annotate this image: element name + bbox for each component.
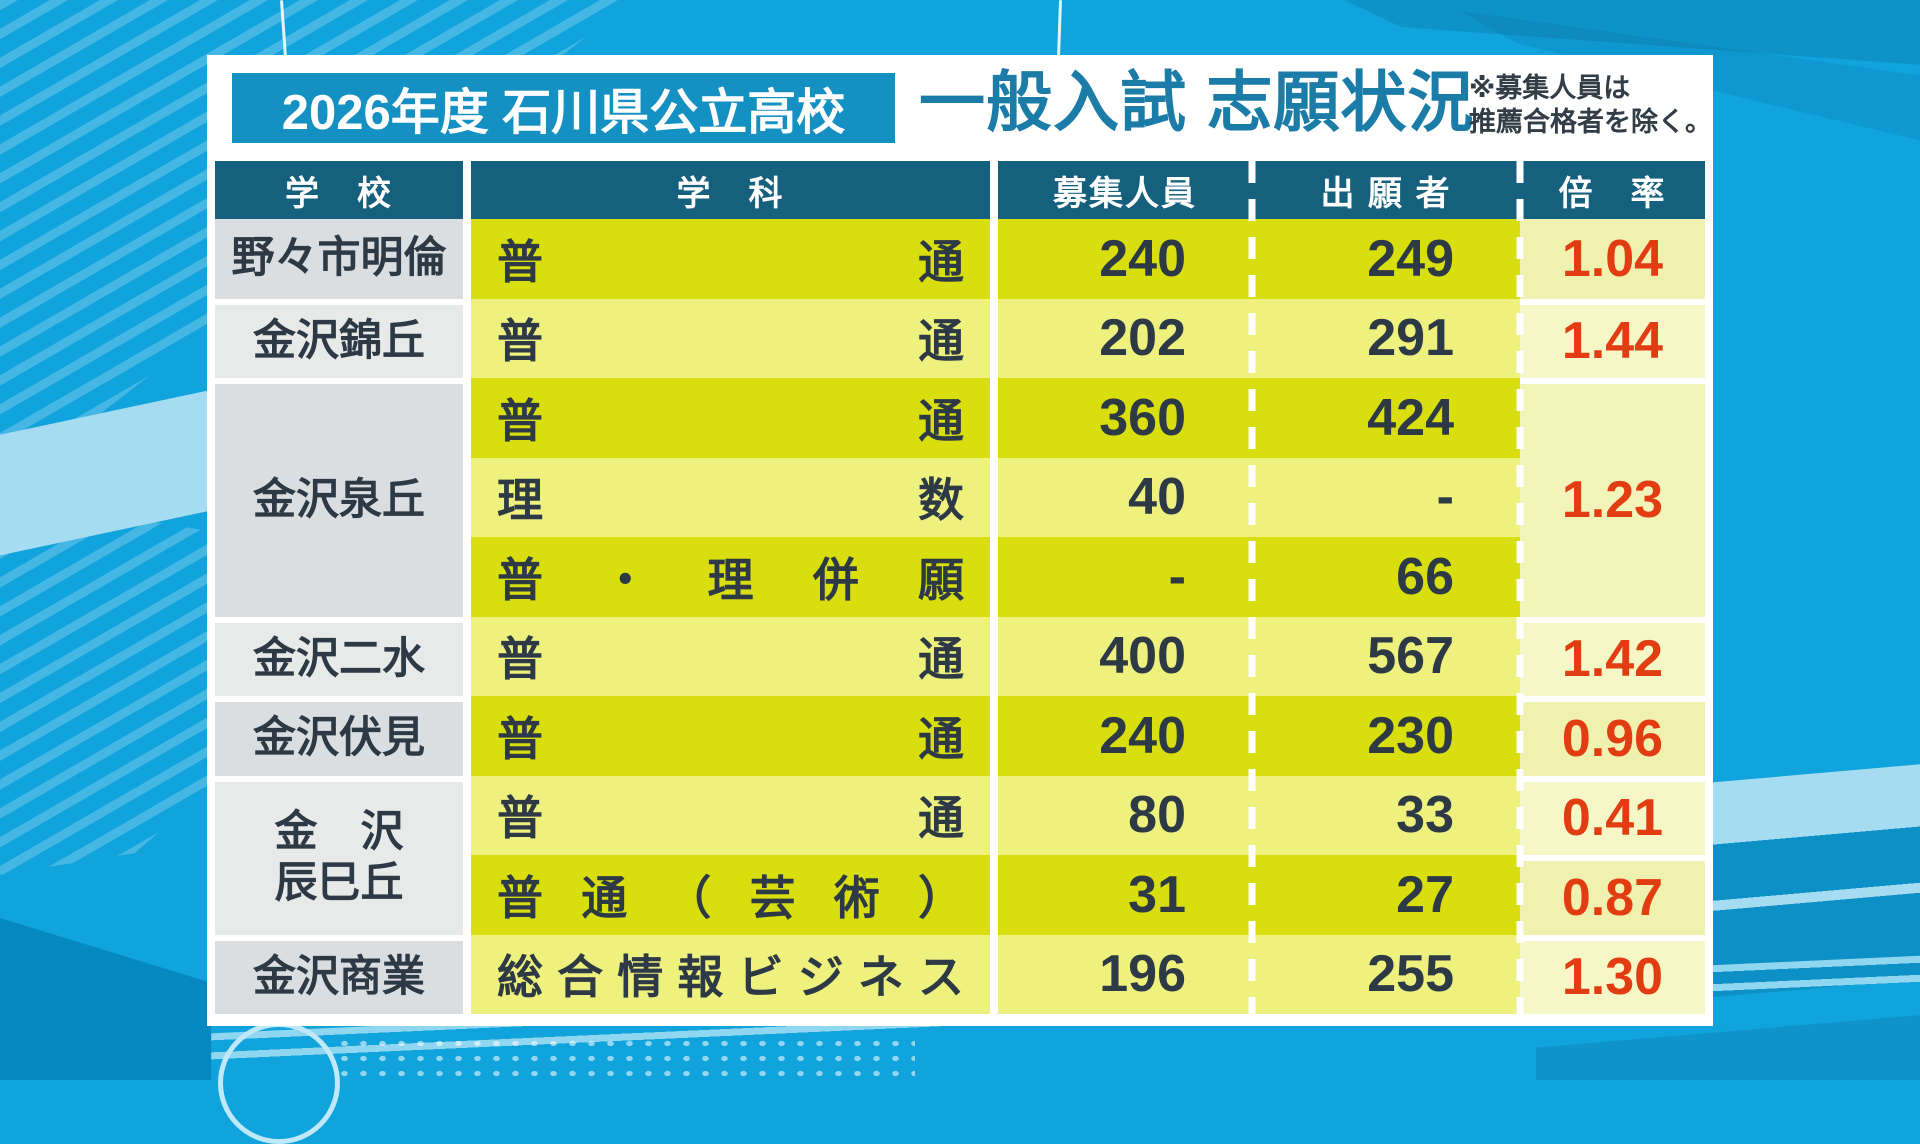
- ratio-cell: 1.44: [1520, 298, 1705, 378]
- col-header-applicants: 出 願 者: [1252, 161, 1520, 219]
- school-cell: 金沢二水: [215, 616, 463, 696]
- subject-cell: 普通: [471, 616, 990, 696]
- dot-grid-bottom: [335, 1036, 915, 1082]
- applicants-cell: -: [1252, 457, 1520, 537]
- circle-outline-bottom-left: [218, 1022, 340, 1144]
- dashed-column-divider-1: [1248, 161, 1256, 1014]
- school-cell: 金沢伏見: [215, 696, 463, 776]
- year-badge: 2026年度 石川県公立高校: [232, 73, 895, 143]
- capacity-cell: 240: [998, 219, 1252, 299]
- curve-line-top-left: [279, 0, 288, 59]
- capacity-cell: 400: [998, 616, 1252, 696]
- subject-cell: 普通: [471, 696, 990, 776]
- capacity-cell: 196: [998, 934, 1252, 1014]
- col-header-capacity: 募集人員: [998, 161, 1252, 219]
- col-header-school: 学 校: [215, 161, 463, 219]
- ratio-cell: 1.04: [1520, 219, 1705, 299]
- col-header-subject: 学 科: [471, 161, 990, 219]
- subject-cell: 普通: [471, 378, 990, 458]
- school-cell: 金沢商業: [215, 934, 463, 1014]
- col-gap: [463, 161, 471, 219]
- school-cell: 金沢泉丘: [215, 378, 463, 617]
- applicants-cell: 255: [1252, 934, 1520, 1014]
- applicants-cell: 27: [1252, 855, 1520, 935]
- applicants-cell: 33: [1252, 775, 1520, 855]
- ratio-cell: 1.42: [1520, 616, 1705, 696]
- applicants-cell: 249: [1252, 219, 1520, 299]
- school-cell: 野々市明倫: [215, 219, 463, 299]
- applicants-cell: 567: [1252, 616, 1520, 696]
- header-note-line2: 推薦合格者を除く。: [1469, 106, 1712, 137]
- admissions-table: 学 校 学 科 募集人員 出 願 者 倍 率 野々市明倫 金沢錦丘 金沢泉丘 金…: [215, 161, 1705, 1014]
- capacity-cell: -: [998, 537, 1252, 617]
- table-body: 野々市明倫 金沢錦丘 金沢泉丘 金沢二水 金沢伏見 金 沢 辰巳丘 金沢商業 普…: [215, 219, 1705, 1014]
- subject-cell: 普・理併願: [471, 537, 990, 617]
- header-note-line1: ※募集人員は: [1469, 73, 1631, 103]
- curve-line-top-center: [1056, 0, 1063, 59]
- applicants-cell: 230: [1252, 696, 1520, 776]
- capacity-cell: 40: [998, 457, 1252, 537]
- page-title: 一般入試 志願状況: [919, 65, 1475, 139]
- subject-cell: 理数: [471, 457, 990, 537]
- applicants-cell: 424: [1252, 378, 1520, 458]
- ratio-cell: 1.23: [1520, 378, 1705, 617]
- capacity-cell: 31: [998, 855, 1252, 935]
- content-card: 2026年度 石川県公立高校 一般入試 志願状況 ※募集人員は 推薦合格者を除く…: [207, 55, 1713, 1026]
- subject-cell: 普通（芸術）: [471, 855, 990, 935]
- school-cell: 金沢錦丘: [215, 298, 463, 378]
- ratio-cell: 1.30: [1520, 934, 1705, 1014]
- ratio-cell: 0.96: [1520, 696, 1705, 776]
- ratio-cell: 0.87: [1520, 855, 1705, 935]
- ratio-cell: 0.41: [1520, 775, 1705, 855]
- capacity-cell: 240: [998, 696, 1252, 776]
- subject-cell: 普通: [471, 219, 990, 299]
- header-note: ※募集人員は 推薦合格者を除く。: [1469, 72, 1712, 140]
- subject-cell: 普通: [471, 775, 990, 855]
- card-header: 2026年度 石川県公立高校 一般入試 志願状況 ※募集人員は 推薦合格者を除く…: [207, 55, 1713, 161]
- capacity-cell: 80: [998, 775, 1252, 855]
- dashed-column-divider-2: [1516, 161, 1524, 1014]
- applicants-cell: 66: [1252, 537, 1520, 617]
- capacity-cell: 360: [998, 378, 1252, 458]
- col-header-ratio: 倍 率: [1520, 161, 1705, 219]
- table-header-row: 学 校 学 科 募集人員 出 願 者 倍 率: [215, 161, 1705, 219]
- school-cell: 金 沢 辰巳丘: [215, 775, 463, 935]
- subject-cell: 普通: [471, 298, 990, 378]
- col-gap: [990, 161, 998, 219]
- applicants-cell: 291: [1252, 298, 1520, 378]
- capacity-cell: 202: [998, 298, 1252, 378]
- subject-cell: 総合情報ビジネス: [471, 934, 990, 1014]
